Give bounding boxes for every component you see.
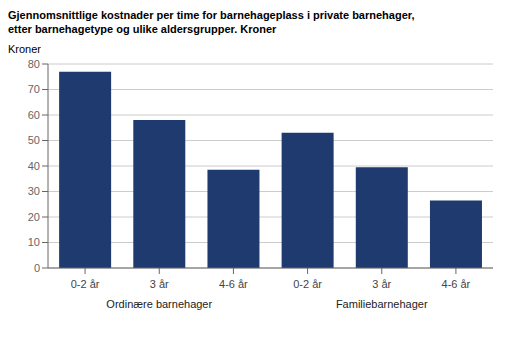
svg-text:70: 70 bbox=[28, 83, 40, 95]
svg-text:Familiebarnehager: Familiebarnehager bbox=[336, 298, 428, 310]
html-text:Gjennomsnittlige kostnader per: Gjennomsnittlige kostnader per time for … bbox=[8, 9, 415, 21]
html-text:Kroner: Kroner bbox=[8, 43, 41, 55]
svg-text:0-2 år: 0-2 år bbox=[293, 278, 322, 290]
svg-text:30: 30 bbox=[28, 185, 40, 197]
svg-text:3 år: 3 år bbox=[372, 278, 391, 290]
svg-text:0: 0 bbox=[34, 262, 40, 274]
svg-text:40: 40 bbox=[28, 160, 40, 172]
svg-text:10: 10 bbox=[28, 236, 40, 248]
svg-text:60: 60 bbox=[28, 109, 40, 121]
svg-text:20: 20 bbox=[28, 211, 40, 223]
svg-text:0-2 år: 0-2 år bbox=[71, 278, 100, 290]
svg-text:Ordinære barnehager: Ordinære barnehager bbox=[106, 298, 212, 310]
svg-text:4-6 år: 4-6 år bbox=[219, 278, 248, 290]
svg-text:3 år: 3 år bbox=[150, 278, 169, 290]
svg-text:4-6 år: 4-6 år bbox=[442, 278, 471, 290]
svg-text:50: 50 bbox=[28, 134, 40, 146]
svg-text:80: 80 bbox=[28, 58, 40, 70]
html-text:etter barnehagetype og ulike a: etter barnehagetype og ulike aldersgrupp… bbox=[8, 23, 277, 35]
